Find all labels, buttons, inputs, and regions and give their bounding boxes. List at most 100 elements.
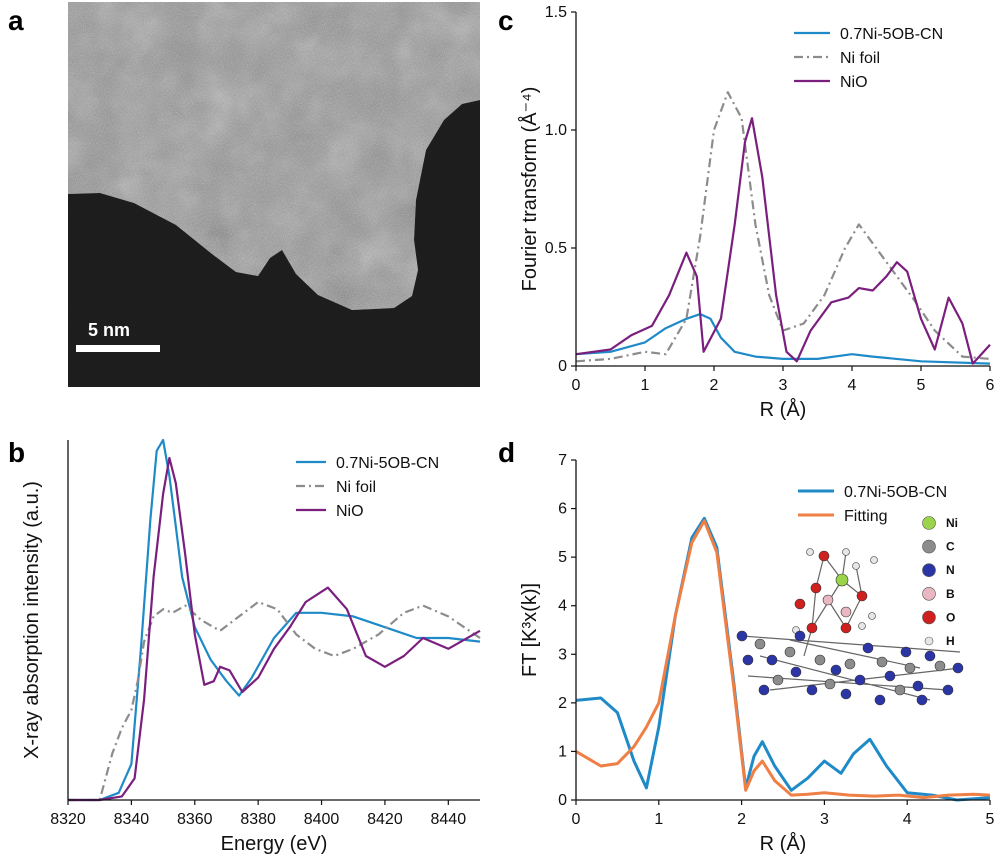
- atom-c: [904, 662, 916, 674]
- x-tick-label: 3: [820, 811, 829, 828]
- x-axis-label: R (Å): [760, 832, 807, 855]
- panel-b-letter: b: [8, 437, 25, 468]
- atom-h: [806, 548, 814, 556]
- x-tick-label: 2: [737, 811, 746, 828]
- y-tick-label: 0.5: [545, 240, 567, 257]
- atom-o: [840, 622, 852, 634]
- legend-atom-label: N: [946, 563, 955, 577]
- legend-atom-label: Ni: [946, 516, 958, 530]
- series-line-c-2: [575, 117, 991, 365]
- y-tick-label: 0: [558, 358, 567, 375]
- atom-n: [924, 650, 936, 662]
- x-tick-label: 5: [986, 811, 995, 828]
- x-tick-label: 8320: [50, 811, 86, 828]
- legend-atom-swatch-n: [922, 563, 936, 578]
- atom-n: [790, 666, 802, 678]
- atom-n: [736, 630, 748, 642]
- legend-atom-label: C: [946, 540, 955, 554]
- series-line-c-1: [575, 91, 991, 363]
- atom-ni: [835, 573, 849, 587]
- atom-n: [758, 684, 770, 696]
- y-axis-label: X-ray absorption intensity (a.u.): [21, 481, 43, 759]
- series-line-d-0: [575, 516, 991, 802]
- y-tick-label: 1.5: [545, 4, 567, 21]
- y-tick-label: 6: [558, 501, 567, 518]
- legend-label: NiO: [840, 74, 868, 91]
- legend-label: 0.7Ni-5OB-CN: [844, 484, 947, 501]
- legend-atom-swatch-h: [924, 636, 934, 646]
- atom-c: [784, 646, 796, 658]
- y-tick-label: 4: [558, 598, 567, 615]
- x-tick-label: 8440: [431, 811, 467, 828]
- atom-n: [916, 694, 928, 706]
- y-axis-label: Fourier transform (Å⁻⁴): [518, 87, 541, 292]
- atom-c: [814, 654, 826, 666]
- y-tick-label: 2: [558, 695, 567, 712]
- panel-c-letter: c: [498, 5, 514, 36]
- chart-b-xas: 8320 8340 8360 8380 8400 8420 8440 Energy (eV) X…: [21, 438, 481, 855]
- x-tick-label: 5: [917, 377, 926, 394]
- series-line-d-1: [575, 519, 991, 800]
- legend-atom-swatch-c: [922, 539, 936, 554]
- atom-n: [912, 680, 924, 692]
- x-tick-label: 0: [572, 377, 581, 394]
- atom-c: [934, 660, 946, 672]
- x-tick-label: 8380: [240, 811, 276, 828]
- atom-c: [844, 658, 856, 670]
- series-line-b-0: [68, 438, 481, 802]
- atom-o: [818, 550, 830, 562]
- x-axis-label: R (Å): [760, 398, 807, 421]
- atom-n: [794, 630, 806, 642]
- legend-atom-label: H: [946, 634, 955, 648]
- x-tick-label: 4: [903, 811, 912, 828]
- atom-n: [840, 688, 852, 700]
- x-tick-label: 1: [654, 811, 663, 828]
- panel-d-letter: d: [498, 437, 515, 468]
- x-tick-label: 8400: [304, 811, 340, 828]
- atom-o: [810, 582, 822, 594]
- atom-n: [742, 654, 754, 666]
- atom-c: [754, 638, 766, 650]
- series-line-c-0: [575, 313, 991, 365]
- x-tick-label: 4: [848, 377, 857, 394]
- legend-atom-swatch-ni: [922, 516, 936, 530]
- x-tick-label: 0: [572, 811, 581, 828]
- atom-c: [876, 656, 888, 668]
- molecule-structure-inset: [736, 548, 964, 706]
- atom-n: [854, 674, 866, 686]
- atom-h: [868, 612, 876, 620]
- atom-h: [842, 548, 850, 556]
- atom-h: [852, 562, 860, 570]
- atom-n: [900, 646, 912, 658]
- legend-atom-label: O: [946, 610, 955, 624]
- atom-n: [766, 654, 778, 666]
- y-tick-label: 0: [558, 792, 567, 809]
- panel-a-micrograph: 5 nm: [68, 2, 480, 387]
- scale-bar: [76, 345, 160, 352]
- x-tick-label: 8420: [367, 811, 403, 828]
- atom-o: [794, 598, 806, 610]
- chart-c-fourier: 0 1 2 3 4 5 6 0 0.5 1.0 1.5 R (Å) Fourier transform …: [518, 4, 995, 421]
- atom-n: [806, 684, 818, 696]
- y-tick-label: 1: [558, 743, 567, 760]
- atom-c: [772, 674, 784, 686]
- legend-label: Fitting: [844, 508, 888, 525]
- legend-atom-swatch-b: [922, 586, 936, 601]
- atom-b: [840, 606, 852, 618]
- x-tick-label: 2: [710, 377, 719, 394]
- x-tick-label: 8340: [114, 811, 150, 828]
- atom-h: [870, 556, 878, 564]
- legend-label: NiO: [336, 503, 364, 520]
- atom-n: [942, 684, 954, 696]
- chart-d-ft-fit: 0 1 2 3 4 5 0 1 2 3 4 5 6 7 R (Å) FT [K³x(k)] 0.7Ni-5OB-…: [519, 452, 995, 855]
- legend-label: 0.7Ni-5OB-CN: [840, 26, 943, 43]
- x-tick-label: 3: [779, 377, 788, 394]
- atom-b: [822, 594, 834, 606]
- scale-bar-label: 5 nm: [88, 320, 130, 340]
- atom-c: [894, 684, 906, 696]
- y-tick-label: 7: [558, 452, 567, 469]
- legend-label: Ni foil: [336, 479, 376, 496]
- series-line-b-1: [68, 600, 481, 802]
- atom-o: [856, 590, 868, 602]
